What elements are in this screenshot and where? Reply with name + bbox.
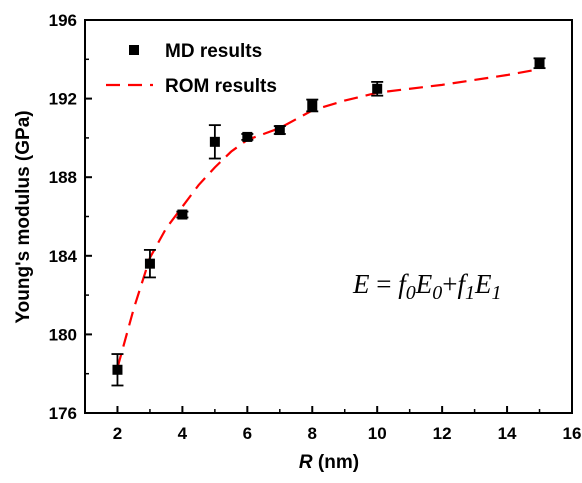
eq-E1: E xyxy=(474,269,492,299)
x-axis-label-var: R xyxy=(299,452,313,473)
eq-plus: + xyxy=(442,269,457,299)
y-tick-label-184: 184 xyxy=(49,247,78,266)
md-point-15 xyxy=(533,57,546,70)
md-point-2 xyxy=(111,353,124,387)
eq-E0-sub: 0 xyxy=(432,282,442,304)
rom-results-line xyxy=(116,68,540,369)
eq-E: E xyxy=(352,269,370,299)
legend: MD results ROM results xyxy=(106,41,277,97)
md-marker xyxy=(534,58,545,69)
x-tick-label-10: 10 xyxy=(368,424,387,443)
md-marker xyxy=(307,100,318,111)
y-tick-label-176: 176 xyxy=(49,404,77,423)
x-tick-label-12: 12 xyxy=(433,424,452,443)
y-tick-label-188: 188 xyxy=(49,168,77,187)
md-results-points xyxy=(111,57,546,387)
legend-md-label: MD results xyxy=(165,41,262,62)
legend-md-marker xyxy=(129,45,139,55)
md-marker xyxy=(144,258,155,269)
eq-f0: f xyxy=(398,269,409,299)
y-axis-label: Young's modulus (GPa) xyxy=(13,110,34,323)
md-marker xyxy=(177,209,188,220)
md-point-10 xyxy=(371,80,384,97)
eq-E1-sub: 1 xyxy=(492,282,502,304)
eq-f0-sub: 0 xyxy=(406,282,416,304)
eq-E0: E xyxy=(415,269,433,299)
md-marker xyxy=(209,136,220,147)
x-tick-label-8: 8 xyxy=(308,424,317,443)
md-point-3 xyxy=(143,249,156,279)
plot-frame xyxy=(84,19,573,414)
md-point-8 xyxy=(306,98,319,113)
eq-equals: = xyxy=(370,269,399,299)
y-tick-label-192: 192 xyxy=(49,90,77,109)
md-marker xyxy=(372,83,383,94)
md-marker xyxy=(274,125,285,136)
x-tick-label-16: 16 xyxy=(563,424,582,443)
x-axis-label: R (nm) xyxy=(299,452,359,473)
md-point-5 xyxy=(208,124,221,160)
x-axis-ticks: 2 4 6 8 10 12 14 16 xyxy=(113,406,582,443)
y-tick-label-196: 196 xyxy=(49,11,77,30)
legend-rom-label: ROM results xyxy=(165,76,277,97)
eq-f1: f xyxy=(457,269,468,299)
y-axis-ticks: 176 180 184 188 192 196 xyxy=(49,11,92,423)
y-tick-label-180: 180 xyxy=(49,325,77,344)
x-tick-label-4: 4 xyxy=(178,424,188,443)
x-tick-label-6: 6 xyxy=(243,424,252,443)
md-point-4 xyxy=(176,209,189,220)
equation-annotation: E = f0E0+f1E1 xyxy=(352,269,502,304)
x-axis-label-unit: (nm) xyxy=(313,452,359,473)
md-marker xyxy=(112,364,123,375)
md-marker xyxy=(242,131,253,142)
md-point-7 xyxy=(273,125,286,136)
x-tick-label-14: 14 xyxy=(498,424,517,443)
x-tick-label-2: 2 xyxy=(113,424,122,443)
md-point-6 xyxy=(241,131,254,142)
eq-f1-sub: 1 xyxy=(465,282,475,304)
